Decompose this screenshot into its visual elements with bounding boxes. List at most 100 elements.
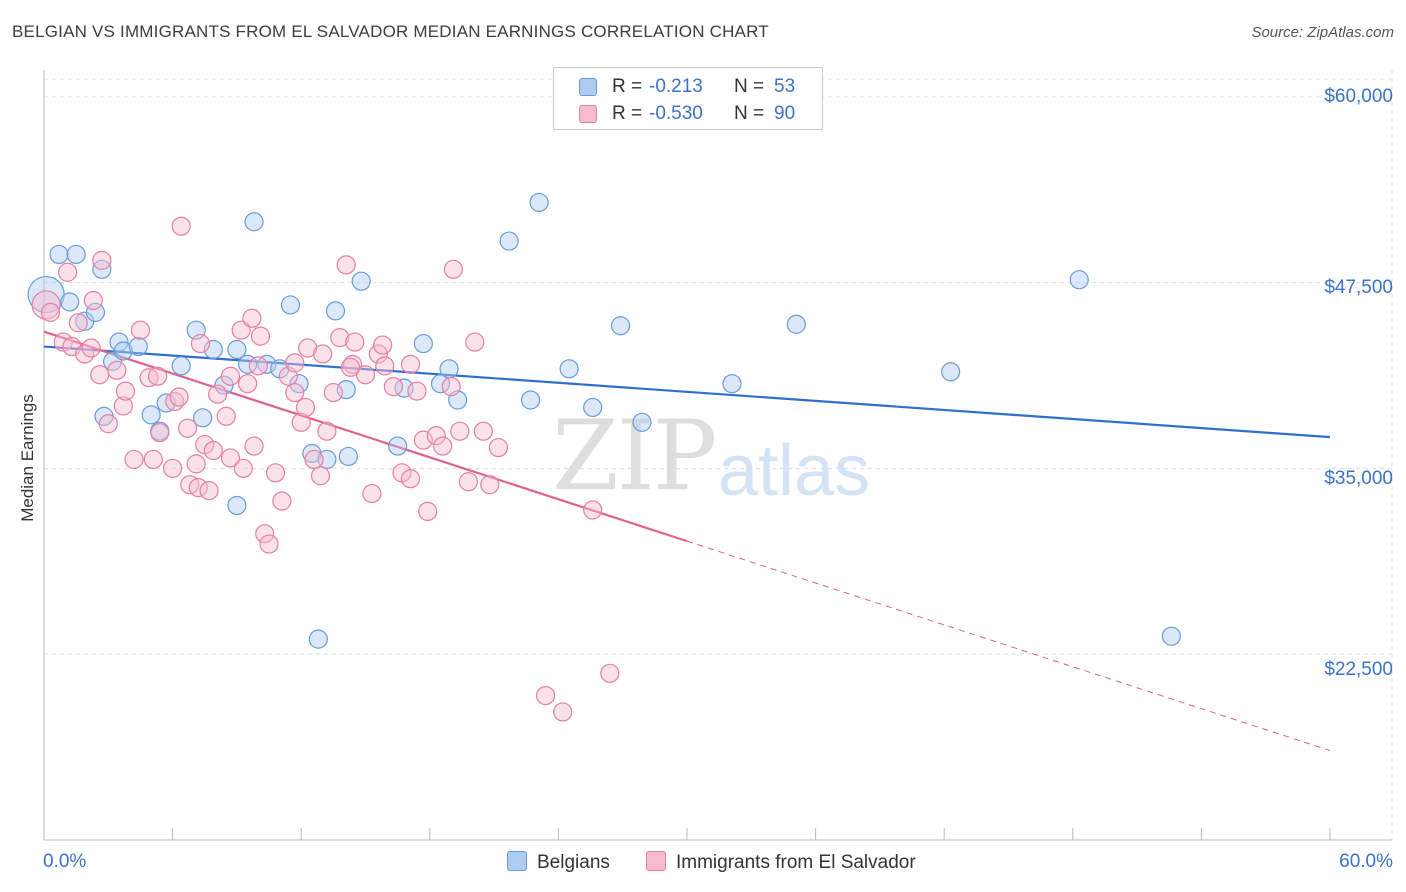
point-el-salvador <box>383 377 403 397</box>
point-belgian <box>610 316 631 336</box>
point-belgian <box>113 341 133 361</box>
watermark-atlas: atlas <box>718 431 871 511</box>
point-el-salvador <box>53 332 73 352</box>
point-belgian <box>193 408 213 428</box>
legend-swatch-blue <box>507 851 527 871</box>
point-el-salvador <box>115 381 136 401</box>
y-tick-label-60000: $60,000 <box>1324 86 1393 107</box>
point-el-salvador <box>413 430 433 450</box>
point-el-salvador <box>203 440 223 461</box>
point-belgian <box>722 374 742 394</box>
point-el-salvador <box>171 216 191 236</box>
point-belgian <box>941 362 961 382</box>
point-belgian <box>583 397 603 418</box>
point-el-salvador <box>163 458 183 478</box>
point-el-salvador <box>285 353 305 373</box>
point-el-salvador <box>186 454 206 474</box>
point-el-salvador <box>250 326 271 346</box>
point-el-salvador <box>441 377 461 397</box>
point-el-salvador <box>418 501 438 522</box>
point-belgian <box>559 359 579 379</box>
point-belgian <box>308 629 328 649</box>
point-belgian <box>49 244 69 265</box>
point-el-salvador <box>208 384 228 404</box>
chart-title: BELGIAN VS IMMIGRANTS FROM EL SALVADOR M… <box>12 22 769 41</box>
legend-swatch-pink <box>579 105 597 123</box>
point-el-salvador <box>233 458 253 478</box>
legend-label-el-salvador: Immigrants from El Salvador <box>676 852 916 873</box>
point-el-salvador <box>199 481 219 501</box>
legend-r-label: R = <box>612 76 643 97</box>
point-belgian <box>439 359 459 379</box>
point-el-salvador <box>458 472 478 492</box>
legend-r-label: R = <box>612 103 643 124</box>
legend-label-belgians: Belgians <box>537 852 610 873</box>
point-el-salvador <box>244 436 264 456</box>
y-tick-label-22500: $22,500 <box>1324 659 1393 680</box>
point-el-salvador <box>130 320 151 340</box>
point-belgian <box>325 301 346 321</box>
point-belgian <box>499 231 519 251</box>
y-tick-label-47500: $47,500 <box>1324 277 1393 298</box>
point-belgian <box>1069 270 1089 290</box>
bottom-legend-el-salvador[interactable]: Immigrants from El Salvador <box>646 851 916 874</box>
point-el-salvador <box>107 360 127 380</box>
y-tick-label-35000: $35,000 <box>1324 468 1393 489</box>
point-el-salvador <box>190 333 211 354</box>
point-el-salvador <box>433 436 453 456</box>
point-el-salvador <box>480 475 500 495</box>
legend-swatch-pink <box>646 851 666 871</box>
point-belgian <box>141 405 161 425</box>
point-belgian <box>85 302 106 322</box>
trend-line-extension-el-salvador <box>686 540 1331 752</box>
point-el-salvador <box>81 338 101 358</box>
point-belgian <box>1161 626 1181 646</box>
point-el-salvador <box>92 250 112 270</box>
trend-line-el-salvador <box>43 330 688 543</box>
point-el-salvador <box>375 356 395 376</box>
point-belgian <box>289 374 309 394</box>
point-el-salvador <box>295 397 316 418</box>
point-belgian <box>388 436 408 456</box>
point-belgian <box>529 192 549 213</box>
point-el-salvador <box>216 406 236 426</box>
point-belgian <box>66 244 86 265</box>
point-el-salvador <box>304 449 324 470</box>
point-el-salvador <box>147 366 168 386</box>
point-el-salvador <box>426 426 446 446</box>
point-el-salvador <box>583 500 603 520</box>
point-el-salvador <box>600 663 620 683</box>
point-el-salvador <box>368 344 388 364</box>
x-tick-label-min: 0.0% <box>43 851 87 872</box>
point-belgian <box>338 446 358 467</box>
point-belgian <box>227 339 247 360</box>
point-el-salvador <box>317 421 337 441</box>
legend-n-label: N = <box>734 103 765 124</box>
regression-lines <box>43 330 1331 752</box>
y-axis-label: Median Earnings <box>18 394 37 522</box>
point-el-salvador <box>113 396 133 416</box>
point-belgian <box>244 212 264 232</box>
data-points <box>27 192 1181 722</box>
legend-n-value: 90 <box>774 103 796 124</box>
point-el-salvador <box>188 478 208 498</box>
bottom-legend-belgians[interactable]: Belgians <box>507 851 610 874</box>
correlation-legend: R = -0.213 N = 53 R = -0.530 N = 90 <box>553 67 823 130</box>
legend-row-el-salvador: R = -0.530 N = 90 <box>554 100 822 128</box>
point-belgian <box>128 336 148 357</box>
point-el-salvador <box>443 259 463 279</box>
point-el-salvador <box>473 421 493 441</box>
point-belgian <box>786 314 806 334</box>
watermark-zip: ZIP <box>552 400 717 512</box>
axes <box>43 70 1392 841</box>
point-el-salvador <box>450 421 470 441</box>
legend-n-label: N = <box>734 76 765 97</box>
point-el-salvador <box>362 483 382 504</box>
point-el-salvador <box>313 344 333 364</box>
legend-r-value: -0.530 <box>649 103 703 124</box>
point-el-salvador <box>220 448 241 468</box>
point-el-salvador <box>143 449 163 470</box>
point-el-salvador <box>535 685 556 706</box>
point-el-salvador <box>291 412 311 432</box>
